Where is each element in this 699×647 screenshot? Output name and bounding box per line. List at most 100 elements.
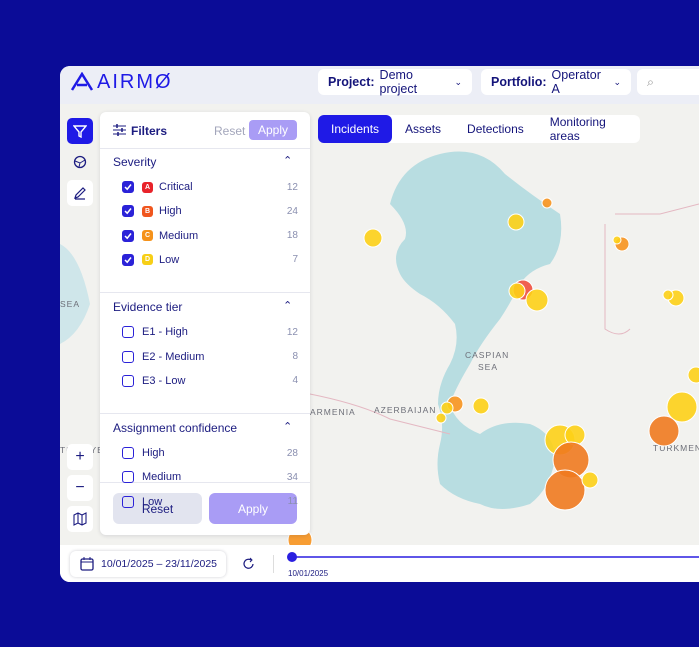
option-count: 7 [292, 254, 298, 266]
incident-marker[interactable] [508, 282, 526, 300]
incident-marker[interactable] [581, 471, 599, 489]
search[interactable]: ⌕ [637, 69, 699, 95]
filter-option[interactable]: E2 - Medium 8 [122, 348, 298, 366]
option-label: Medium [142, 471, 182, 484]
option-label: High [159, 205, 182, 218]
severity-badge: D [142, 254, 153, 266]
refresh-button[interactable] [242, 557, 256, 571]
filter-option[interactable]: A Critical 12 [122, 178, 298, 196]
severity-badge: B [142, 205, 153, 217]
checkbox[interactable] [122, 471, 134, 484]
filters-icon [113, 124, 126, 136]
top-bar: AIRMØ Project: Demo project ⌄ Portfolio: Op… [60, 66, 699, 104]
option-label: Low [142, 495, 163, 508]
option-count: 34 [286, 471, 298, 483]
chevron: ⌄ [283, 153, 293, 165]
map-label: AZERBAIJAN [374, 405, 436, 415]
checkbox[interactable] [122, 205, 134, 218]
footer-apply[interactable]: Apply [209, 493, 297, 524]
reset-link[interactable]: Reset [214, 124, 246, 138]
zoom-out[interactable]: − [67, 475, 93, 501]
filter-option[interactable]: B High 24 [122, 202, 298, 220]
option-label: E3 - Low [142, 374, 186, 387]
section-title: Evidence tier [113, 300, 183, 315]
incident-marker[interactable] [507, 213, 525, 231]
checkbox[interactable] [122, 326, 134, 339]
globe-button[interactable] [67, 149, 93, 175]
tab[interactable]: Incidents [318, 115, 393, 143]
incident-marker[interactable] [612, 235, 622, 245]
tab[interactable]: Monitoring areas [549, 115, 606, 143]
tab[interactable]: Detections [467, 122, 524, 136]
label: Project: [328, 75, 375, 89]
filter-button[interactable] [67, 118, 93, 144]
logo: AIRMØ [97, 71, 173, 93]
section-title: Severity [113, 155, 157, 169]
filters-title: Filters [131, 124, 168, 138]
incident-marker[interactable] [472, 397, 490, 415]
label: Portfolio: [491, 75, 547, 89]
footer-reset[interactable]: Reset [113, 493, 202, 524]
severity-badge: A [142, 181, 153, 193]
checkbox[interactable] [122, 447, 134, 460]
logo-icon [70, 72, 94, 91]
timeline-start: 10/01/2025 [288, 569, 329, 578]
filter-option[interactable]: D Low 7 [122, 251, 298, 269]
map-layers[interactable] [67, 506, 93, 532]
filter-option[interactable]: C Medium 18 [122, 227, 298, 245]
checkbox[interactable] [122, 495, 134, 508]
checkbox[interactable] [122, 181, 134, 193]
checkbox[interactable] [122, 253, 134, 266]
incident-marker[interactable] [525, 288, 549, 312]
incident-marker[interactable] [544, 469, 586, 511]
checkbox[interactable] [122, 350, 134, 363]
value: Operator A [551, 68, 601, 96]
option-label: High [142, 447, 165, 460]
option-count: 12 [286, 181, 298, 193]
map-label: TURKMEN [653, 443, 699, 453]
incident-marker[interactable] [541, 197, 553, 209]
filters-panel: Filters Reset Apply Reset Apply Severity… [100, 112, 310, 535]
incident-marker[interactable] [662, 289, 674, 301]
incident-marker[interactable] [687, 366, 699, 384]
severity-badge: C [142, 230, 153, 242]
incident-marker[interactable] [666, 391, 698, 423]
timeline [287, 552, 699, 562]
option-count: 11 [287, 496, 298, 508]
draw-button[interactable] [67, 180, 93, 206]
incident-marker[interactable] [435, 412, 447, 424]
map-label: ARMENIA [310, 407, 356, 417]
apply-button[interactable]: Apply [249, 120, 297, 140]
divider [100, 413, 310, 415]
option-label: Critical [159, 181, 193, 193]
incident-marker[interactable] [363, 228, 383, 248]
value: Demo project [379, 68, 418, 96]
chevron: ⌄ [283, 298, 293, 311]
map-label: SEA [478, 362, 498, 372]
map-label: CASPIAN [465, 350, 509, 360]
checkbox[interactable] [122, 374, 134, 387]
filter-option[interactable]: Medium 34 [122, 468, 298, 486]
portfolio-dropdown[interactable]: Portfolio: Operator A ⌄ [481, 68, 631, 96]
project-dropdown[interactable]: Project: Demo project ⌄ [318, 68, 472, 96]
map-label: SEA [60, 299, 80, 309]
sidebar: + − [60, 104, 100, 545]
option-label: Low [159, 253, 180, 266]
checkbox[interactable] [122, 229, 134, 242]
option-count: 12 [286, 326, 298, 338]
incident-marker[interactable] [440, 401, 454, 415]
section-title: Assignment confidence [113, 421, 238, 436]
filter-option[interactable]: High 28 [122, 444, 298, 462]
filter-option[interactable]: E3 - Low 4 [122, 372, 298, 390]
tabs: Incidents Assets Detections Monitoring area… [318, 115, 640, 143]
filter-option[interactable]: E1 - High 12 [122, 323, 298, 341]
tab[interactable]: Assets [405, 122, 442, 136]
zoom-in[interactable]: + [67, 444, 93, 470]
option-label: Medium [159, 229, 199, 242]
app-window: CASPIAN SEA ARMENIA AZERBAIJAN TURKMEN S… [60, 66, 699, 582]
filter-option[interactable]: Low 11 [122, 493, 298, 511]
option-count: 18 [286, 230, 298, 242]
date-range[interactable]: 10/01/2025 – 23/11/2025 [70, 551, 226, 577]
incident-marker[interactable] [648, 415, 680, 447]
option-count: 24 [286, 205, 298, 217]
